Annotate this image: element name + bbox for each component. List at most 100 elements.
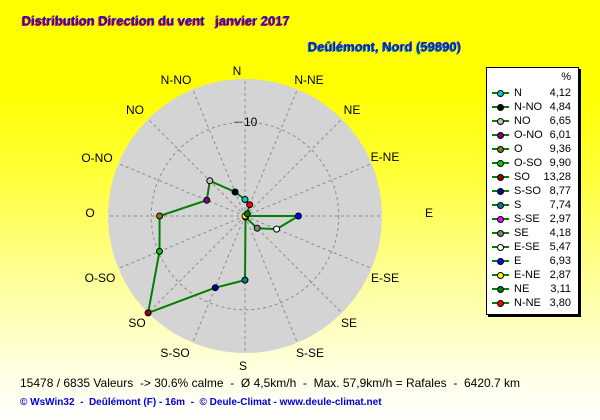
direction-label-SE: SE (341, 316, 357, 330)
legend-marker-icon (492, 103, 509, 112)
legend-percent-value: 8,77 (549, 185, 571, 197)
legend-direction-label: N (514, 87, 522, 99)
data-point-NE (243, 210, 251, 218)
data-point-N-NO (231, 188, 239, 196)
legend-row-N-NE: N-NE 3,80 (487, 296, 578, 310)
data-point-S-SO (211, 284, 219, 292)
direction-label-E-SE: E-SE (371, 271, 399, 285)
grid-radial-line (244, 215, 343, 314)
legend-row-O-NO: O-NO 6,01 (487, 128, 578, 142)
legend-row-NE: NE 3,11 (487, 282, 578, 296)
direction-label-E-NE: E-NE (371, 150, 400, 164)
direction-label-NO: NO (126, 103, 144, 117)
grid-radial-line (147, 215, 246, 314)
legend-percent-value: 3,11 (550, 283, 571, 295)
legend-percent-value: 4,84 (549, 101, 571, 113)
legend-percent-value: 9,90 (549, 157, 571, 169)
legend-direction-label: E-SE (514, 241, 540, 253)
direction-label-E: E (425, 206, 433, 220)
copyright-bar: © WsWin32 - Deûlémont (F) - 16m - © Deul… (20, 397, 382, 408)
legend-row-N-NO: N-NO 4,84 (487, 100, 578, 114)
direction-label-N: N (233, 64, 242, 78)
legend-marker-icon (492, 173, 509, 182)
legend-marker-icon (492, 201, 509, 210)
grid-radial-line (244, 215, 298, 343)
legend-box: % N 4,12 N-NO 4,84 NO 6,65 O-NO 6,01 O 9,36 O-SO 9,… (486, 67, 579, 315)
legend-row-O-SO: O-SO 9,90 (487, 156, 578, 170)
station-name: Deûlémont, Nord (59890) (308, 39, 462, 54)
status-line: 15478 / 6835 Valeurs -> 30.6% calme - Ø … (20, 376, 521, 390)
legend-row-S-SE: S-SE 2,97 (487, 212, 578, 226)
grid-radial-line (244, 163, 372, 217)
legend-row-SE: SE 4,18 (487, 226, 578, 240)
grid-radial-line (244, 215, 372, 269)
legend-unit-header: % (561, 71, 571, 83)
legend-marker-icon (492, 145, 509, 154)
grid-ring (150, 121, 340, 311)
grid-radial-line (244, 118, 343, 217)
data-point-E (294, 212, 302, 220)
legend-percent-value: 5,47 (549, 241, 571, 253)
legend-percent-value: 6,01 (549, 129, 571, 141)
legend-percent-value: 9,36 (549, 143, 571, 155)
legend-marker-icon (492, 89, 509, 98)
legend-direction-label: SO (514, 171, 530, 183)
legend-direction-label: O-NO (514, 129, 543, 141)
direction-label-O: O (85, 206, 94, 220)
legend-row-O: O 9,36 (487, 142, 578, 156)
data-point-O-SO (156, 247, 163, 255)
data-point-N-NE (246, 201, 254, 209)
legend-percent-value: 13,28 (543, 171, 571, 183)
data-point-O-NO (203, 196, 211, 204)
legend-row-SO: SO 13,28 (487, 170, 578, 184)
legend-percent-value: 3,80 (549, 297, 571, 309)
legend-row-N: N 4,12 (487, 86, 578, 100)
copyright-text: © WsWin32 - Deûlémont (F) - 16m - © Deul… (20, 397, 280, 408)
grid-radial-line (147, 118, 246, 217)
legend-direction-label: NE (514, 283, 530, 295)
legend-percent-value: 4,12 (549, 87, 571, 99)
grid-radial-line (192, 89, 246, 217)
legend-row-S-SO: S-SO 8,77 (487, 184, 578, 198)
legend-marker-icon (492, 229, 509, 238)
grid-radial-line (192, 215, 246, 343)
legend-marker-icon (492, 299, 509, 308)
legend-marker-icon (492, 131, 509, 140)
legend-percent-value: 6,65 (549, 115, 571, 127)
legend-direction-label: SE (514, 227, 529, 239)
legend-marker-icon (492, 243, 509, 252)
grid-radial-line (118, 163, 246, 217)
legend-marker-icon (492, 159, 509, 168)
legend-marker-icon (492, 187, 509, 196)
legend-row-E-NE: E-NE 2,87 (487, 268, 578, 282)
direction-label-S: S (239, 359, 247, 373)
legend-percent-value: 2,87 (549, 269, 571, 281)
direction-label-O-NO: O-NO (81, 151, 112, 165)
data-point-E-SE (273, 225, 281, 233)
legend-direction-label: S (514, 199, 522, 211)
legend-direction-label: O (514, 143, 523, 155)
ring-scale-label: 10 (244, 115, 258, 129)
legend-marker-icon (492, 285, 509, 294)
grid-radial-line (118, 215, 246, 269)
direction-label-SO: SO (128, 316, 145, 330)
data-point-S (241, 276, 249, 284)
chart-title: Distribution Direction du vent janvier 2… (22, 13, 291, 28)
legend-percent-value: 4,18 (549, 227, 571, 239)
legend-marker-icon (492, 271, 509, 280)
legend-direction-label: N-NO (514, 101, 543, 113)
legend-marker-icon (492, 117, 509, 126)
website-link[interactable]: www.deule-climat.net (279, 397, 382, 408)
data-point-O (156, 212, 164, 220)
direction-label-N-NO: N-NO (161, 73, 192, 87)
direction-label-S-SE: S-SE (296, 346, 324, 360)
direction-label-N-NE: N-NE (294, 73, 323, 87)
legend-direction-label: N-NE (514, 297, 541, 309)
grid-radial-line (244, 89, 298, 217)
legend-percent-value: 2,97 (549, 213, 571, 225)
legend-direction-label: E (514, 255, 522, 267)
legend-row-E-SE: E-SE 5,47 (487, 240, 578, 254)
legend-row-E: E 6,93 (487, 254, 578, 268)
